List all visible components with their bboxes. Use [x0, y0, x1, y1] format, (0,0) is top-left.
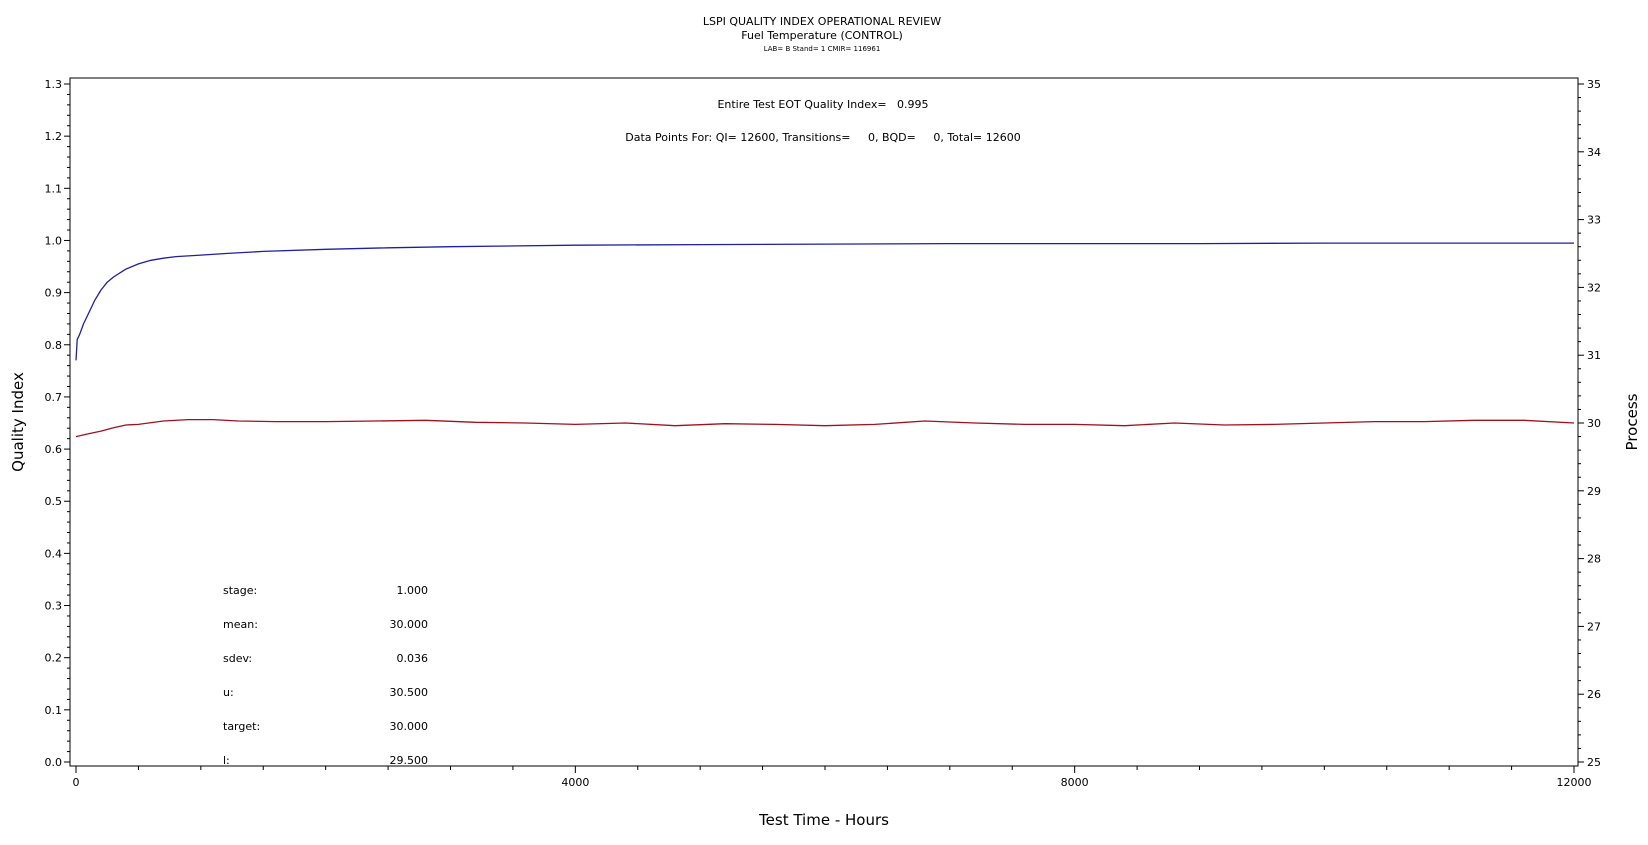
stat-label: sdev:: [223, 652, 252, 665]
y-tick-label: 1.0: [45, 234, 63, 247]
stat-label: stage:: [223, 584, 257, 597]
chart-run-info: LAB= B Stand= 1 CMIR= 116961: [764, 45, 881, 53]
y2-tick-label: 28: [1587, 553, 1601, 566]
y2-axis-label: Process: [1623, 393, 1641, 450]
y2-tick-label: 26: [1587, 688, 1601, 701]
y-tick-label: 0.2: [45, 652, 63, 665]
stat-label: l:: [223, 754, 230, 767]
y2-tick-label: 35: [1587, 78, 1601, 91]
stat-value: 30.000: [390, 720, 429, 733]
y2-tick-label: 31: [1587, 349, 1601, 362]
stat-value: 30.500: [390, 686, 429, 699]
y-tick-label: 0.8: [45, 339, 63, 352]
stat-label: u:: [223, 686, 234, 699]
y2-tick-label: 29: [1587, 485, 1601, 498]
y2-tick-label: 34: [1587, 146, 1601, 159]
y-tick-label: 0.6: [45, 443, 63, 456]
quality-index-series-line: [75, 242, 1574, 361]
x-tick-label: 8000: [1061, 776, 1089, 789]
x-axis-label: Test Time - Hours: [758, 811, 889, 829]
y-tick-label: 0.1: [45, 704, 63, 717]
y-tick-label: 0.9: [45, 287, 63, 300]
stat-value: 30.000: [390, 618, 429, 631]
y-tick-label: 0.4: [45, 547, 63, 560]
y-tick-label: 0.3: [45, 600, 63, 613]
y2-tick-label: 32: [1587, 281, 1601, 294]
y-tick-label: 1.2: [45, 130, 63, 143]
data-points-annotation: Data Points For: QI= 12600, Transitions=…: [625, 131, 1020, 144]
stat-value: 29.500: [390, 754, 429, 767]
x-tick-label: 0: [73, 776, 80, 789]
y-tick-label: 1.3: [45, 78, 63, 91]
stat-label: target:: [223, 720, 260, 733]
y2-tick-label: 30: [1587, 417, 1601, 430]
y-tick-label: 0.0: [45, 756, 63, 769]
y2-tick-label: 33: [1587, 214, 1601, 227]
x-tick-label: 4000: [561, 776, 589, 789]
stat-value: 1.000: [397, 584, 429, 597]
ticks-layer: 0.0 0.1 0.2 0.3 0.4 0.5 0.6 0.7 0.8 0.9 1.0 1.1 1.2 1…: [45, 78, 1602, 789]
eot-quality-index-annotation: Entire Test EOT Quality Index= 0.995: [717, 98, 928, 111]
y-tick-label: 0.5: [45, 495, 63, 508]
y2-tick-label: 25: [1587, 756, 1601, 769]
stats-block: stage: 1.000 mean: 30.000 sdev: 0.036 u: 30.500…: [223, 584, 428, 767]
stat-value: 0.036: [397, 652, 429, 665]
series-layer: [75, 242, 1575, 438]
y-tick-label: 1.1: [45, 182, 63, 195]
y-tick-label: 0.7: [45, 391, 63, 404]
y-axis-label: Quality Index: [9, 372, 27, 472]
x-tick-label: 12000: [1557, 776, 1592, 789]
process-series-line: [75, 418, 1575, 438]
plot-area-frame: [69, 77, 1579, 767]
y2-tick-label: 27: [1587, 620, 1601, 633]
chart-title: LSPI QUALITY INDEX OPERATIONAL REVIEW: [703, 15, 941, 28]
chart-subtitle: Fuel Temperature (CONTROL): [741, 29, 903, 42]
stat-label: mean:: [223, 618, 258, 631]
